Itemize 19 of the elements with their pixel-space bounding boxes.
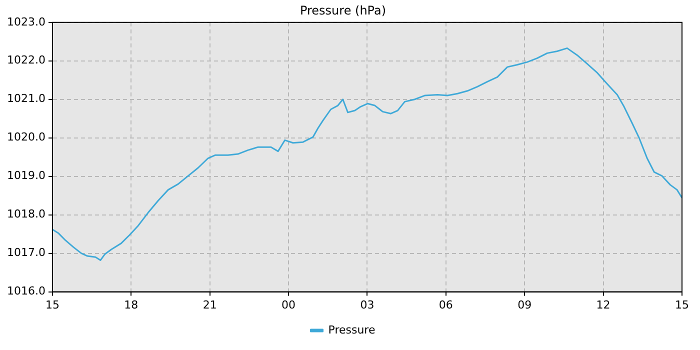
y-tick-label: 1019.0 <box>6 169 46 182</box>
y-tick-label: 1022.0 <box>6 54 46 67</box>
y-tick-label: 1016.0 <box>6 284 46 298</box>
x-tick-label: 00 <box>282 298 296 312</box>
y-tick-label: 1017.0 <box>6 246 46 260</box>
x-tick-label: 03 <box>360 298 374 312</box>
x-tick-label: 15 <box>45 298 60 312</box>
x-tick-label: 15 <box>675 298 689 312</box>
y-tick-label: 1023.0 <box>6 15 46 28</box>
legend-label: Pressure <box>328 323 376 336</box>
chart-title: Pressure (hPa) <box>300 3 386 18</box>
x-tick-label: 06 <box>438 298 453 312</box>
y-tick-label: 1021.0 <box>6 92 46 106</box>
x-tick-label: 18 <box>124 298 138 312</box>
x-tick-label: 12 <box>596 298 610 312</box>
y-tick-label: 1018.0 <box>6 208 46 221</box>
x-tick-label: 21 <box>202 298 217 312</box>
x-tick-label: 09 <box>518 298 532 312</box>
y-tick-label: 1020.0 <box>6 130 46 144</box>
